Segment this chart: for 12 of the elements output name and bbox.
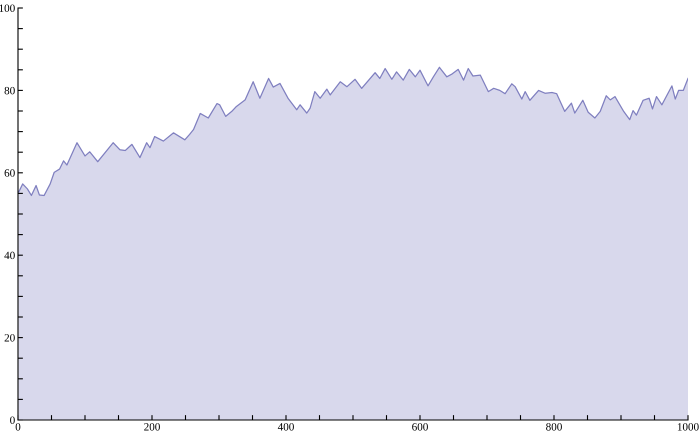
y-tick-label: 60 <box>4 169 15 177</box>
x-tick-label: 800 <box>546 423 562 431</box>
x-tick-label: 200 <box>144 423 160 431</box>
y-tick-label: 20 <box>4 334 15 342</box>
y-tick-label: 0 <box>10 416 15 424</box>
y-tick-label: 40 <box>4 252 15 260</box>
x-tick-label: 600 <box>412 423 428 431</box>
y-tick-label: 80 <box>4 86 15 94</box>
x-tick-label: 400 <box>278 423 294 431</box>
y-tick-label: 100 <box>0 4 15 12</box>
x-tick-label: 1000 <box>678 423 699 431</box>
x-tick-label: 0 <box>16 423 20 431</box>
